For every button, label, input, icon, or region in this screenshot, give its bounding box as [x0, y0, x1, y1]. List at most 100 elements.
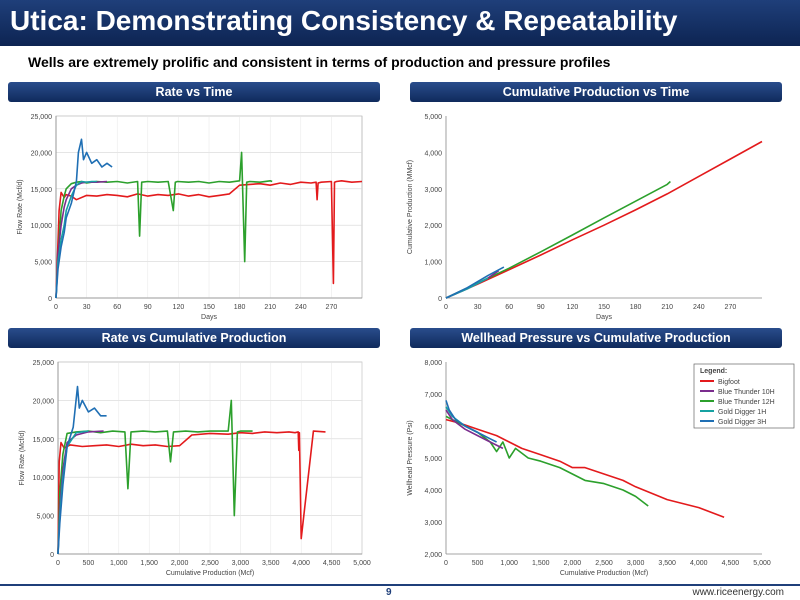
series-line-blue-thunder-10h: [445, 409, 504, 450]
x-tick-label: 0: [54, 304, 58, 311]
x-tick-label: 2,000: [564, 560, 582, 567]
series-line-gold-digger-3h: [57, 385, 107, 555]
legend-item-gold-digger-3h: Gold Digger 3H: [718, 419, 766, 426]
y-tick-label: 5,000: [34, 260, 52, 267]
series-line-blue-thunder-12h: [445, 415, 649, 507]
x-axis-label: Days: [201, 314, 217, 321]
x-tick-label: 5,000: [353, 560, 371, 567]
x-tick-label: 30: [474, 304, 482, 311]
y-tick-label: 20,000: [33, 398, 55, 405]
chart-rate-vs-cumulative: 0 5,000 10,000 15,000 20,000 25,000 0 500 1,000 1…: [19, 360, 371, 577]
y-axis-label: Flow Rate (Mcf/d): [17, 179, 24, 234]
x-tick-label: 1,000: [110, 560, 128, 567]
y-tick-label: 15,000: [31, 187, 53, 194]
legend-item-gold-digger-1h: Gold Digger 1H: [718, 409, 766, 416]
x-tick-label: 2,000: [171, 560, 189, 567]
x-tick-label: 120: [567, 304, 579, 311]
y-tick-label: 3,000: [424, 520, 442, 527]
panel-header-wellhead-pressure: Wellhead Pressure vs Cumulative Producti…: [410, 328, 782, 348]
x-tick-label: 2,500: [201, 560, 219, 567]
legend-item-blue-thunder-12h: Blue Thunder 12H: [718, 399, 775, 406]
x-tick-label: 0: [444, 560, 448, 567]
x-tick-label: 120: [173, 304, 185, 311]
chart-cumulative-vs-time: 0 1,000 2,000 3,000 4,000 5,000 0 30 60 90 120 150 1…: [407, 114, 763, 321]
x-tick-label: 1,500: [140, 560, 158, 567]
footer-divider: [0, 584, 800, 586]
panel-header-cumulative-vs-time: Cumulative Production vs Time: [410, 82, 782, 102]
x-axis-label: Cumulative Production (Mcf): [166, 570, 254, 577]
y-tick-label: 8,000: [424, 360, 442, 367]
x-tick-label: 30: [83, 304, 91, 311]
x-tick-label: 90: [537, 304, 545, 311]
x-tick-label: 3,500: [658, 560, 676, 567]
x-axis-label: Cumulative Production (Mcf): [560, 570, 648, 577]
x-tick-label: 150: [203, 304, 215, 311]
x-tick-label: 500: [472, 560, 484, 567]
x-tick-label: 1,500: [532, 560, 550, 567]
x-tick-label: 90: [144, 304, 152, 311]
series-line-gold-digger-1h: [55, 180, 97, 299]
y-tick-label: 15,000: [33, 437, 55, 444]
x-tick-label: 4,000: [690, 560, 708, 567]
x-tick-label: 210: [661, 304, 673, 311]
y-tick-label: 4,000: [424, 488, 442, 495]
y-tick-label: 5,000: [36, 514, 54, 521]
y-tick-label: 20,000: [31, 150, 53, 157]
x-tick-label: 4,000: [292, 560, 310, 567]
chart-rate-vs-time: 0 5,000 10,000 15,000 20,000 25,000 0 30 60 90 120…: [17, 114, 363, 321]
series-line-gold-digger-3h: [445, 400, 497, 443]
x-axis-label: Days: [596, 314, 612, 321]
legend-title: Legend:: [700, 368, 727, 375]
x-tick-label: 3,500: [262, 560, 280, 567]
slide-title: Utica: Demonstrating Consistency & Repea…: [10, 5, 678, 36]
x-tick-label: 270: [326, 304, 338, 311]
x-tick-label: 4,500: [323, 560, 341, 567]
panel-header-rate-vs-time: Rate vs Time: [8, 82, 380, 102]
title-bar: Utica: Demonstrating Consistency & Repea…: [0, 0, 800, 46]
chart-wellhead-pressure: 2,000 3,000 4,000 5,000 6,000 7,000 8,000 0 500 1…: [407, 360, 795, 577]
y-axis-label: Wellhead Pressure (Psi): [407, 420, 414, 495]
y-tick-label: 4,000: [424, 150, 442, 157]
legend-box: [693, 363, 795, 429]
x-tick-label: 500: [83, 560, 95, 567]
y-tick-label: 5,000: [424, 456, 442, 463]
x-tick-label: 240: [295, 304, 307, 311]
series-line-gold-digger-3h: [445, 266, 505, 299]
website-url: www.riceenergy.com: [692, 587, 784, 598]
x-tick-label: 270: [725, 304, 737, 311]
x-tick-label: 3,000: [627, 560, 645, 567]
x-tick-label: 180: [234, 304, 246, 311]
page-number: 9: [386, 587, 392, 598]
y-tick-label: 2,000: [424, 552, 442, 559]
x-tick-label: 180: [630, 304, 642, 311]
series-line-gold-digger-3h: [55, 138, 113, 299]
x-tick-label: 0: [56, 560, 60, 567]
legend-item-blue-thunder-10h: Blue Thunder 10H: [718, 389, 775, 396]
x-tick-label: 240: [693, 304, 705, 311]
y-tick-label: 6,000: [424, 424, 442, 431]
series-line-bigfoot: [445, 418, 725, 518]
y-tick-label: 0: [48, 296, 52, 303]
y-tick-label: 0: [50, 552, 54, 559]
x-tick-label: 3,000: [232, 560, 250, 567]
y-tick-label: 10,000: [31, 223, 53, 230]
y-tick-label: 25,000: [31, 114, 53, 121]
legend-item-bigfoot: Bigfoot: [718, 379, 740, 386]
x-tick-label: 5,000: [753, 560, 771, 567]
y-axis-label: Cumulative Production (MMcf): [407, 160, 414, 254]
y-axis-label: Flow Rate (Mcf/d): [19, 430, 26, 485]
plot-area: [446, 116, 762, 298]
x-tick-label: 210: [264, 304, 276, 311]
series-line-bigfoot: [55, 180, 363, 299]
series-line-blue-thunder-12h: [55, 151, 273, 299]
x-tick-label: 0: [444, 304, 448, 311]
y-tick-label: 5,000: [424, 114, 442, 121]
x-tick-label: 4,500: [722, 560, 740, 567]
series-line-bigfoot: [57, 430, 326, 555]
y-tick-label: 3,000: [424, 187, 442, 194]
panel-header-rate-vs-cumulative: Rate vs Cumulative Production: [8, 328, 380, 348]
x-tick-label: 2,500: [595, 560, 613, 567]
y-tick-label: 7,000: [424, 392, 442, 399]
y-tick-label: 0: [438, 296, 442, 303]
slide-subtitle: Wells are extremely prolific and consist…: [28, 54, 611, 70]
